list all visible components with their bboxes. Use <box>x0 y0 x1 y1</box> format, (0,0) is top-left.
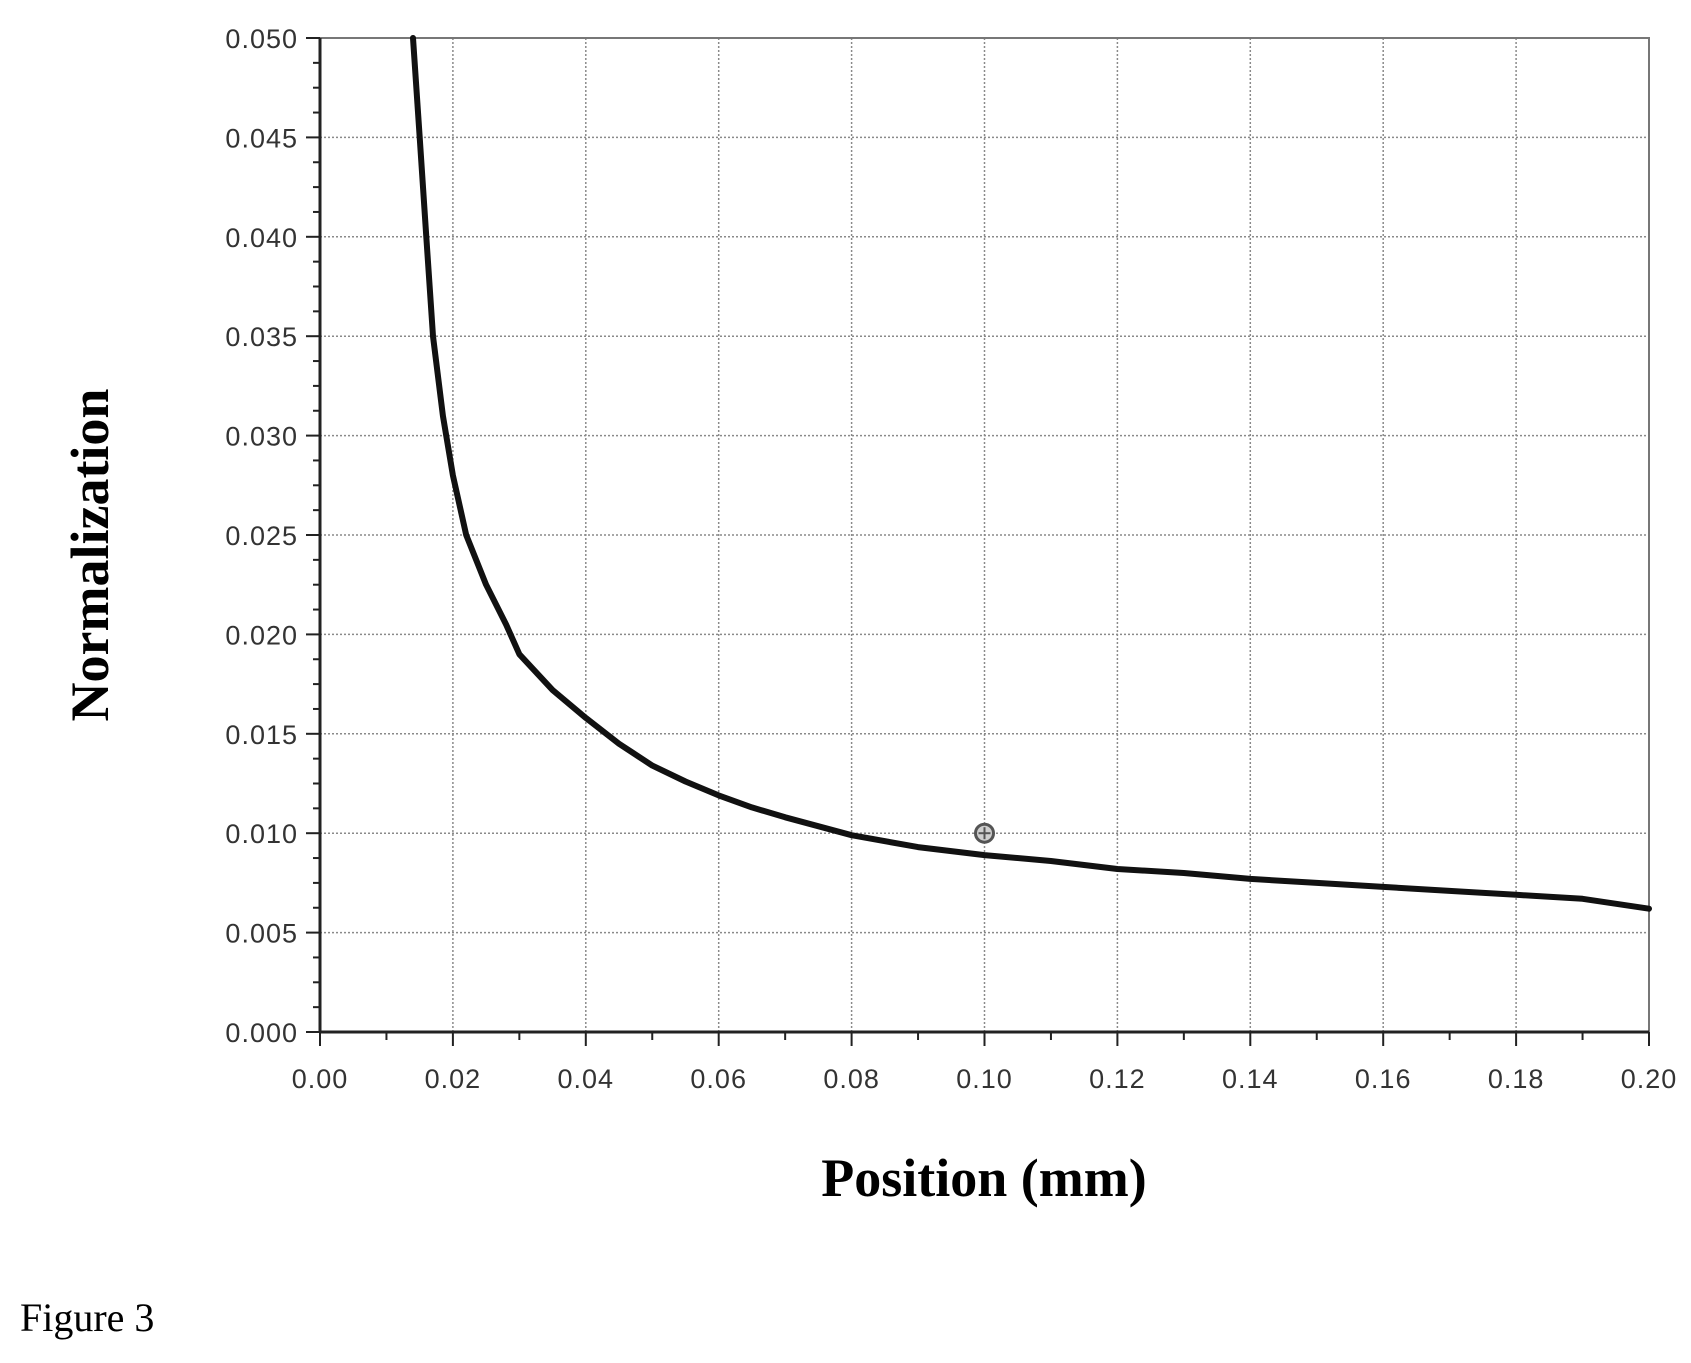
y-tick-label: 0.035 <box>225 322 298 352</box>
x-tick-label: 0.12 <box>1089 1064 1146 1094</box>
x-tick-label: 0.18 <box>1488 1064 1545 1094</box>
x-tick-label: 0.20 <box>1621 1064 1678 1094</box>
x-tick-label: 0.06 <box>690 1064 747 1094</box>
y-tick-label: 0.040 <box>225 223 298 253</box>
x-tick-label: 0.08 <box>823 1064 880 1094</box>
tick-labels: 0.00 0.02 0.04 0.06 0.08 0.10 0.12 0.14 0.16 0.18… <box>225 24 1678 1094</box>
x-tick-label: 0.14 <box>1222 1064 1279 1094</box>
x-axis-title: Position (mm) <box>821 1148 1146 1208</box>
y-tick-label: 0.010 <box>225 819 298 849</box>
y-tick-label: 0.030 <box>225 422 298 452</box>
tick-marks <box>306 37 1650 1046</box>
x-tick-label: 0.16 <box>1355 1064 1412 1094</box>
y-tick-label: 0.015 <box>225 720 298 750</box>
x-tick-label: 0.02 <box>425 1064 482 1094</box>
y-tick-label: 0.045 <box>225 123 298 153</box>
x-tick-label: 0.04 <box>558 1064 615 1094</box>
y-tick-label: 0.000 <box>225 1018 298 1048</box>
x-tick-label: 0.10 <box>956 1064 1013 1094</box>
y-tick-label: 0.025 <box>225 521 298 551</box>
figure-caption: Figure 3 <box>20 1295 155 1340</box>
grid <box>320 38 1649 1032</box>
y-tick-label: 0.005 <box>225 919 298 949</box>
series-line <box>410 35 1652 912</box>
y-axis-title: Normalization <box>60 389 120 722</box>
y-tick-label: 0.050 <box>225 24 298 54</box>
y-tick-label: 0.020 <box>225 620 298 650</box>
marker-layer <box>974 822 995 844</box>
x-tick-label: 0.00 <box>292 1064 349 1094</box>
series-layer <box>410 35 1652 912</box>
